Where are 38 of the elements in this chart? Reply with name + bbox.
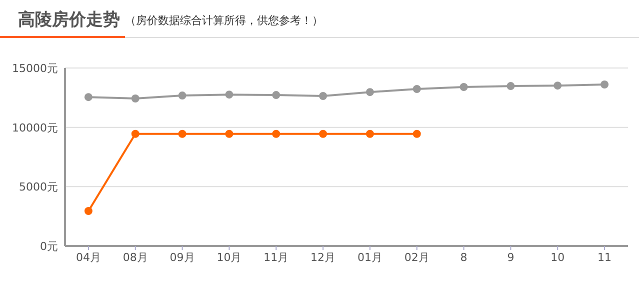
x-tick-label: 9	[507, 251, 514, 264]
point	[178, 92, 186, 100]
point	[272, 130, 280, 138]
point	[84, 93, 92, 102]
point	[225, 130, 234, 138]
point	[84, 206, 92, 215]
point	[460, 82, 468, 91]
y-tick-label: 10000元	[12, 121, 58, 134]
point	[319, 130, 328, 138]
point	[600, 80, 609, 88]
y-tick-label: 5000元	[19, 180, 58, 194]
x-tick-label: 02月	[404, 251, 430, 264]
x-tick-label: 01月	[357, 251, 382, 264]
point	[412, 130, 421, 138]
chart-subtitle: （房价数据综合计算所得，供您参考！）	[125, 14, 323, 27]
x-tick-label: 10月	[216, 251, 242, 264]
point	[366, 88, 374, 96]
x-tick-label: 12月	[310, 251, 336, 264]
point	[131, 94, 140, 102]
y-tick-label: 15000元	[12, 62, 58, 75]
y-tick-label: 0元	[40, 240, 58, 253]
x-tick-label: 11	[598, 251, 612, 264]
point	[554, 82, 562, 90]
x-tick-label: 04月	[76, 251, 101, 264]
point	[412, 85, 421, 94]
x-tick-label: 10	[550, 251, 565, 264]
x-tick-label: 8	[460, 251, 468, 264]
point	[178, 130, 186, 138]
point	[366, 130, 374, 138]
point	[131, 130, 140, 138]
point	[272, 91, 280, 100]
point	[225, 90, 234, 99]
x-tick-label: 11月	[264, 251, 289, 264]
x-tick-label: 08月	[122, 251, 148, 264]
point	[319, 92, 328, 100]
chart-title: 高陵房价走势	[18, 10, 120, 30]
x-tick-label: 09月	[170, 251, 195, 264]
point	[506, 82, 515, 90]
